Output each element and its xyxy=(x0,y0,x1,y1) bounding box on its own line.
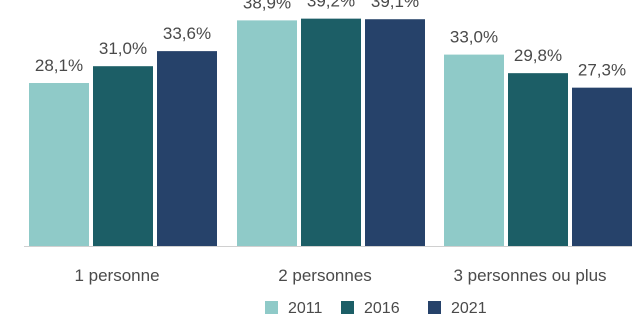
legend: 2011 2016 2021 xyxy=(265,300,487,317)
bar-2021-1 xyxy=(157,51,217,247)
legend-label-2011: 2011 xyxy=(288,300,323,317)
legend-swatch-2021 xyxy=(428,301,441,314)
bar-2021-3 xyxy=(572,87,632,246)
bar-2016-2 xyxy=(301,18,361,246)
bars-layer xyxy=(29,18,632,247)
category-label-3: 3 personnes ou plus xyxy=(453,266,606,285)
value-label-2021-2: 39,1% xyxy=(371,0,419,11)
legend-swatch-2011 xyxy=(265,301,278,314)
value-label-2016-1: 31,0% xyxy=(99,39,147,58)
category-label-1: 1 personne xyxy=(74,266,159,285)
bar-2016-1 xyxy=(93,66,153,246)
category-label-2: 2 personnes xyxy=(278,266,372,285)
legend-label-2021: 2021 xyxy=(451,300,487,317)
value-label-2011-1: 28,1% xyxy=(35,56,83,75)
value-label-2021-3: 27,3% xyxy=(578,61,626,80)
value-label-2016-3: 29,8% xyxy=(514,46,562,65)
value-labels-layer: 28,1% 31,0% 33,6% 38,9% 39,2% 39,1% 33,0% 29,8%… xyxy=(35,0,626,80)
category-labels-layer: 1 personne 2 personnes 3 personnes ou plus xyxy=(74,266,606,285)
legend-label-2016: 2016 xyxy=(364,300,400,317)
bar-2011-2 xyxy=(237,20,297,246)
value-label-2011-2: 38,9% xyxy=(243,0,291,12)
bar-2016-3 xyxy=(508,73,568,246)
bar-2021-2 xyxy=(365,19,425,246)
value-label-2016-2: 39,2% xyxy=(307,0,355,11)
value-label-2021-1: 33,6% xyxy=(163,24,211,43)
bar-2011-1 xyxy=(29,83,89,247)
value-label-2011-3: 33,0% xyxy=(450,28,498,47)
legend-swatch-2016 xyxy=(341,301,354,314)
bar-2011-3 xyxy=(444,54,504,246)
